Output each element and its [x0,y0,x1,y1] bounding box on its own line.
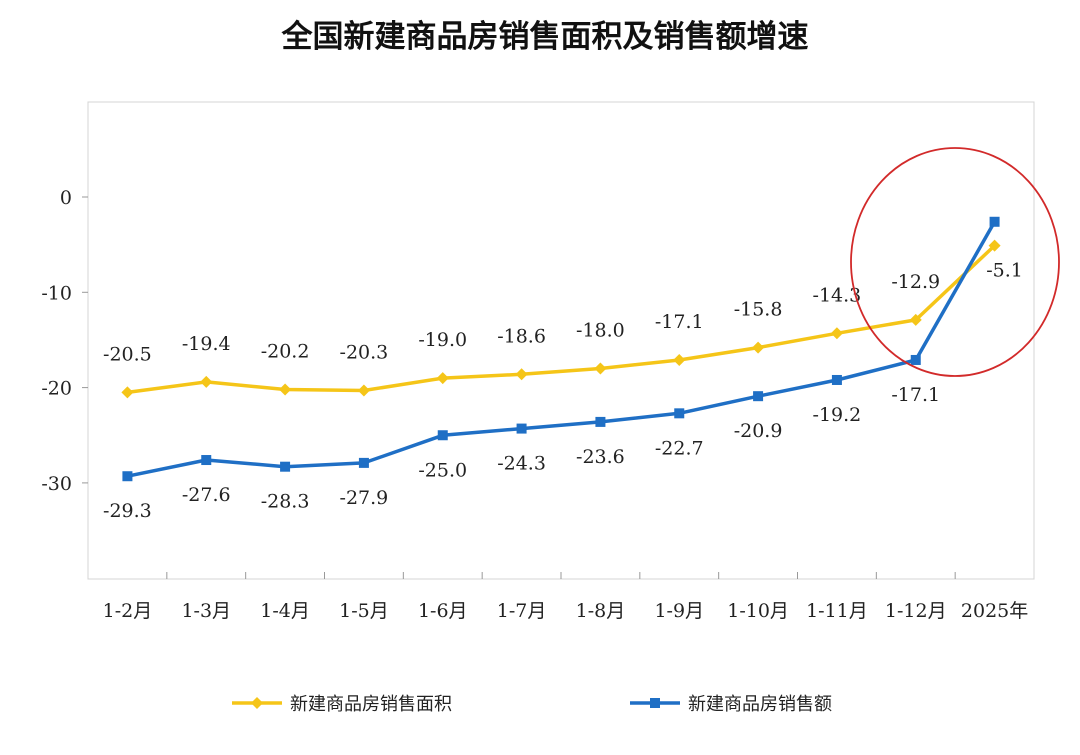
area-point-marker [357,384,370,397]
chart-title: 全国新建商品房销售面积及销售额增速 [281,19,809,55]
amount-data-label: -25.0 [418,459,467,481]
amount-data-label: -19.2 [813,404,862,426]
series-line-1 [127,244,996,395]
area-point-marker [200,375,213,388]
amount-data-label: -24.3 [497,453,546,475]
x-tick-label: 1-6月 [418,600,468,622]
area-point-marker [909,313,922,326]
amount-data-label: -23.6 [576,446,625,468]
area-data-label: -17.1 [655,311,704,333]
area-point-marker [830,327,843,340]
area-data-label: -19.0 [418,329,467,351]
amount-data-label: -27.6 [182,484,231,506]
amount-point-marker [831,374,842,385]
amount-point-marker [595,416,606,427]
legend: 新建商品房销售面积 新建商品房销售额 [232,694,832,715]
area-data-label: -5.1 [986,260,1023,282]
amount-point-marker [753,391,764,402]
x-tick-label: 1-4月 [260,600,310,622]
x-tick-label: 1-12月 [885,600,947,622]
amount-data-label: -20.9 [734,420,783,442]
area-point-marker [988,239,1001,252]
area-point-marker [436,372,449,385]
area-data-label: -14.3 [813,284,862,306]
amount-point-marker [516,423,527,434]
x-tick-label: 1-8月 [576,600,626,622]
area-point-marker [594,362,607,375]
area-data-label: -19.4 [182,333,231,355]
area-data-label: -15.8 [734,299,783,321]
area-point-marker [673,353,686,366]
area-data-label: -20.2 [261,341,310,363]
legend-square-marker [650,698,660,708]
x-tick-label: 1-11月 [806,600,868,622]
x-tick-label: 1-7月 [497,600,547,622]
x-tick-label: 1-9月 [654,600,704,622]
amount-point-marker [122,471,133,482]
y-tick-label: -10 [41,282,72,304]
amount-data-label: -22.7 [655,437,704,459]
area-data-label: -18.0 [576,320,625,342]
area-data-label: -20.3 [340,341,389,363]
amount-point-marker [437,430,448,441]
amount-data-label: -29.3 [103,500,152,522]
legend-diamond-marker [251,697,263,709]
area-data-label: -20.5 [103,343,152,365]
y-tick-label: -20 [41,378,72,400]
amount-data-label: -17.1 [891,384,940,406]
x-tick-label: 1-5月 [339,600,389,622]
x-tick-label: 2025年 [961,600,1028,622]
amount-point-marker [989,216,1000,227]
amount-point-marker [674,408,685,419]
amount-point-marker [910,354,921,365]
area-point-marker [752,341,765,354]
amount-data-label: -28.3 [261,491,310,513]
x-tick-label: 1-2月 [103,600,153,622]
amount-data-label: -27.9 [340,487,389,509]
x-tick-label: 1-3月 [181,600,231,622]
area-point-marker [279,383,292,396]
amount-point-marker [201,455,212,466]
amount-point-marker [280,461,291,472]
y-tick-label: 0 [60,187,72,209]
area-point-marker [121,386,134,399]
x-tick-label: 1-10月 [727,600,789,622]
area-data-label: -12.9 [891,271,940,293]
legend-label: 新建商品房销售面积 [290,694,452,715]
y-tick-label: -30 [41,473,72,495]
series-line-2 [127,220,997,478]
highlight-circle-annotation [850,147,1060,377]
area-data-label: -18.6 [497,325,546,347]
area-point-marker [515,368,528,381]
legend-label: 新建商品房销售额 [688,694,832,715]
amount-point-marker [358,457,369,468]
